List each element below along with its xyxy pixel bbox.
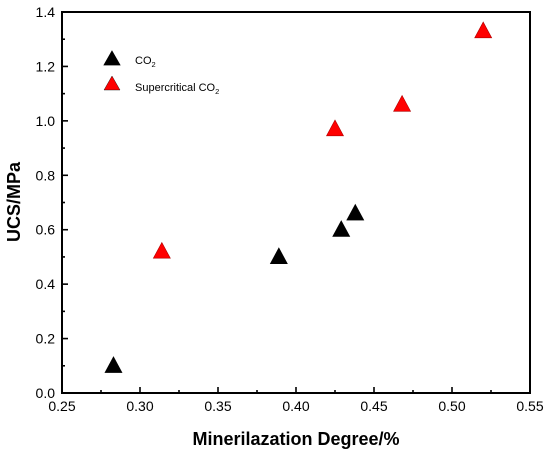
supercritical-co2-data-point: [393, 94, 412, 112]
x-tick-label: 0.30: [126, 398, 153, 414]
points-layer: [104, 21, 493, 373]
legend-label-co2: CO2: [135, 55, 156, 69]
y-tick-label: 0.2: [36, 331, 56, 347]
ticks-layer: 0.25 0.30 0.35 0.40 0.45 0.50 0.55 0.0 0.2 0.4 0.6…: [36, 4, 544, 414]
y-tick-label: 1.2: [36, 58, 56, 74]
x-tick-label: 0.55: [516, 398, 543, 414]
x-tick-label: 0.50: [438, 398, 465, 414]
co2-data-point: [269, 247, 288, 264]
co2-data-point: [104, 356, 123, 373]
y-tick-label: 0.0: [36, 385, 56, 401]
y-tick-label: 0.4: [36, 276, 56, 292]
y-axis-title: UCS/MPa: [4, 161, 24, 242]
x-axis-title: Minerilazation Degree/%: [192, 429, 399, 449]
supercritical-co2-data-point: [325, 119, 345, 137]
legend-label-co2-main: CO: [135, 55, 152, 67]
co2-data-point: [332, 220, 351, 237]
y-tick-label: 0.6: [36, 222, 56, 238]
y-tick-label: 1.0: [36, 113, 56, 129]
supercritical-co2-data-point: [152, 241, 171, 259]
legend-label-co2-sub: 2: [152, 60, 156, 69]
legend-label-supercritical-co2-main: Supercritical CO: [135, 82, 216, 94]
co2-data-point: [346, 203, 365, 221]
x-tick-label: 0.45: [360, 398, 387, 414]
x-tick-label: 0.40: [282, 398, 309, 414]
y-tick-label: 0.8: [36, 167, 56, 183]
legend-marker-co2: [103, 50, 121, 66]
legend-marker-supercritical-co2: [103, 75, 121, 91]
supercritical-co2-data-point: [474, 21, 493, 39]
y-tick-label: 1.4: [36, 4, 56, 20]
legend-label-supercritical-co2-sub: 2: [215, 87, 219, 96]
x-tick-label: 0.35: [204, 398, 231, 414]
legend-label-supercritical-co2: Supercritical CO2: [135, 82, 219, 96]
plot-frame: [61, 11, 531, 394]
x-tick-label: 0.25: [48, 398, 75, 414]
legend: CO2 Supercritical CO2: [103, 50, 219, 96]
